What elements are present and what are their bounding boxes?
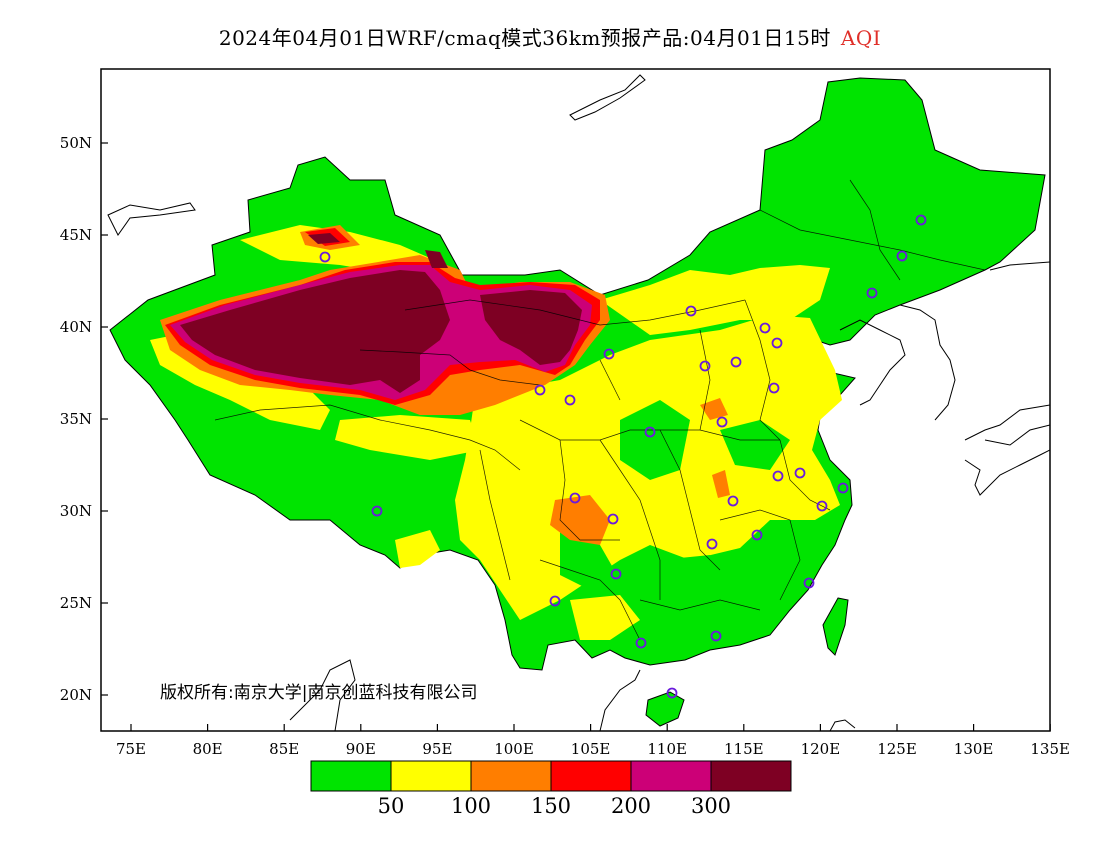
title-variable: AQI — [840, 26, 882, 50]
neighbour-coastlines — [107, 74, 1050, 731]
city-marker — [635, 637, 647, 649]
city-marker — [569, 492, 581, 504]
colorbar-label: 200 — [611, 794, 651, 818]
city-marker — [915, 214, 927, 226]
lon-tick-label: 95E — [422, 740, 452, 758]
lat-tick-label: 40N — [60, 318, 92, 336]
city-marker — [803, 577, 815, 589]
lon-tick-label: 110E — [647, 740, 687, 758]
city-marker — [610, 568, 622, 580]
lon-tick-label: 105E — [571, 740, 611, 758]
lat-tick-label: 25N — [60, 594, 92, 612]
city-marker — [716, 416, 728, 428]
lon-tick-label: 90E — [346, 740, 376, 758]
lon-tick-label: 85E — [269, 740, 299, 758]
lat-tick-label: 50N — [60, 134, 92, 152]
lon-tick-label: 115E — [724, 740, 764, 758]
colorbar-label: 150 — [531, 794, 571, 818]
city-marker — [685, 305, 697, 317]
colorbar-swatch — [470, 760, 552, 792]
city-marker — [730, 356, 742, 368]
city-marker — [816, 500, 828, 512]
city-marker — [534, 384, 546, 396]
map-body: 版权所有:南京大学|南京创蓝科技有限公司 — [107, 74, 1050, 731]
colorbar-label: 50 — [378, 794, 405, 818]
latitude-axis: 50N 45N 40N 35N 30N 25N 20N — [60, 134, 108, 704]
lat-tick-label: 35N — [60, 410, 92, 428]
hainan — [645, 691, 685, 727]
city-marker — [751, 529, 763, 541]
city-marker — [549, 595, 561, 607]
copyright-text: 版权所有:南京大学|南京创蓝科技有限公司 — [160, 683, 477, 703]
lon-tick-label: 135E — [1030, 740, 1070, 758]
lon-tick-label: 130E — [954, 740, 994, 758]
city-marker — [699, 360, 711, 372]
city-marker — [603, 348, 615, 360]
title-text: 2024年04月01日WRF/cmaq模式36km预报产品:04月01日15时 — [218, 26, 831, 50]
colorbar-swatch — [390, 760, 472, 792]
lon-tick-label: 100E — [494, 740, 534, 758]
lat-tick-label: 45N — [60, 226, 92, 244]
colorbar-swatch — [630, 760, 712, 792]
city-marker — [896, 250, 908, 262]
map-frame — [100, 68, 1051, 732]
aqi-good-patches — [560, 400, 790, 620]
lon-tick-label: 75E — [116, 740, 146, 758]
colorbar-swatch — [710, 760, 792, 792]
map-title: 2024年04月01日WRF/cmaq模式36km预报产品:04月01日15时 A… — [0, 22, 1100, 51]
city-marker — [772, 470, 784, 482]
city-marker — [727, 495, 739, 507]
city-marker — [607, 513, 619, 525]
province-boundaries — [214, 179, 986, 641]
city-marker — [768, 382, 780, 394]
longitude-axis: 75E 80E 85E 90E 95E 100E 105E 110E 115E 120E 125E 1… — [116, 724, 1070, 758]
city-marker — [371, 505, 383, 517]
colorbar-swatch — [550, 760, 632, 792]
city-marker — [837, 482, 849, 494]
colorbar-swatch — [310, 760, 392, 792]
city-markers — [319, 214, 927, 699]
city-marker — [319, 251, 331, 263]
city-marker — [666, 687, 678, 699]
city-marker — [644, 426, 656, 438]
taiwan — [822, 597, 849, 656]
city-marker — [710, 630, 722, 642]
city-marker — [771, 337, 783, 349]
city-marker — [759, 322, 771, 334]
city-marker — [866, 287, 878, 299]
lat-tick-label: 30N — [60, 502, 92, 520]
city-marker — [794, 467, 806, 479]
city-marker — [564, 394, 576, 406]
city-marker — [706, 538, 718, 550]
lon-tick-label: 125E — [877, 740, 917, 758]
lon-tick-label: 120E — [801, 740, 841, 758]
colorbar-label: 100 — [451, 794, 491, 818]
aqi-colorbar: 50 100 150 200 300 — [310, 760, 792, 818]
aqi-hazardous-areas — [180, 233, 582, 393]
lat-tick-label: 20N — [60, 686, 92, 704]
lon-tick-label: 80E — [193, 740, 223, 758]
colorbar-label: 300 — [691, 794, 731, 818]
